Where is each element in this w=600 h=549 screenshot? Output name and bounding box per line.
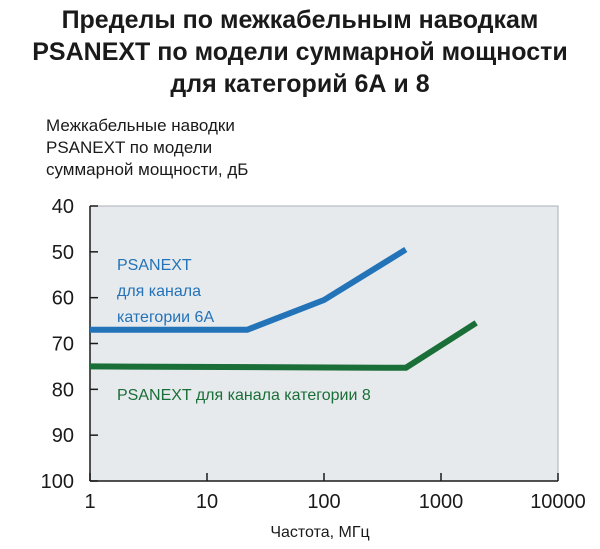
series-label-line: категории 6А: [117, 309, 214, 326]
x-tick-label: 10000: [530, 491, 586, 513]
x-tick-label: 10: [196, 491, 218, 513]
chart-title-line: PSANEXT по модели суммарной мощности: [32, 38, 568, 66]
series-group: [89, 246, 478, 371]
x-tick-label: 1000: [419, 491, 464, 513]
y-axis-label-line: Межкабельные наводки: [46, 116, 235, 135]
x-axis: 1 10 100 1000 10000: [84, 473, 586, 513]
chart-title-line: Пределы по межкабельным наводкам: [61, 6, 539, 34]
plot-area: [89, 205, 559, 482]
y-tick-label: 60: [52, 288, 74, 310]
y-tick-label: 90: [52, 425, 74, 447]
y-tick-label: 50: [52, 242, 74, 264]
y-tick-label: 80: [52, 379, 74, 401]
x-axis-label: Частота, МГц: [270, 524, 370, 541]
y-axis-label: Межкабельные наводки PSANEXT по модели с…: [46, 115, 248, 181]
chart-title: Пределы по межкабельным наводкам PSANEXT…: [0, 4, 600, 100]
y-axis-label-line: суммарной мощности, дБ: [46, 160, 249, 179]
y-axis-label-line: PSANEXT по модели: [46, 138, 213, 157]
series-label-line: для канала: [117, 283, 201, 300]
y-tick-label: 100: [41, 471, 74, 493]
series-label-cat6a: PSANEXT для канала категории 6А: [117, 257, 214, 326]
series-label-cat8: PSANEXT для канала категории 8: [117, 387, 371, 404]
y-axis: 40 50 60 70 80 90 100: [41, 196, 98, 493]
x-tick-label: 1: [84, 491, 95, 513]
x-tick-label: 100: [307, 491, 340, 513]
y-tick-label: 40: [52, 196, 74, 218]
chart-title-line: для категорий 6А и 8: [170, 70, 430, 98]
series-line-cat6a: [90, 246, 408, 333]
series-line-cat8: [89, 320, 478, 371]
series-label-line: PSANEXT: [117, 257, 192, 274]
y-tick-label: 70: [52, 334, 74, 356]
